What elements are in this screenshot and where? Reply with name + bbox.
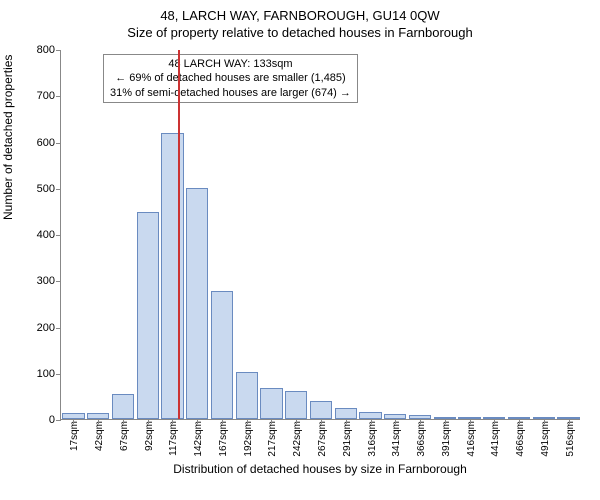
x-axis-label: Distribution of detached houses by size … (60, 462, 580, 476)
x-tick-mark (346, 419, 347, 424)
x-tick-label: 291sqm (342, 419, 353, 457)
histogram-bar (211, 291, 233, 419)
x-tick-label: 341sqm (391, 419, 402, 457)
page-title: 48, LARCH WAY, FARNBOROUGH, GU14 0QW (0, 0, 600, 23)
histogram-bar (137, 212, 159, 419)
x-tick-mark (470, 419, 471, 424)
x-tick-mark (247, 419, 248, 424)
y-axis-label: Number of detached properties (1, 55, 15, 220)
x-tick-label: 42sqm (94, 419, 105, 451)
annotation-line-1: 48 LARCH WAY: 133sqm (110, 57, 351, 71)
y-tick-mark (56, 281, 61, 282)
x-tick-label: 267sqm (317, 419, 328, 457)
x-tick-mark (321, 419, 322, 424)
y-tick-mark (56, 50, 61, 51)
y-tick-mark (56, 96, 61, 97)
annotation-line-3: 31% of semi-detached houses are larger (… (110, 86, 351, 100)
x-tick-mark (569, 419, 570, 424)
chart-subtitle: Size of property relative to detached ho… (0, 23, 600, 44)
x-tick-label: 217sqm (267, 419, 278, 457)
histogram-bar (335, 408, 357, 419)
histogram-bar (186, 188, 208, 419)
x-tick-mark (197, 419, 198, 424)
histogram-bar (359, 412, 381, 419)
x-tick-label: 416sqm (466, 419, 477, 457)
x-tick-label: 242sqm (292, 419, 303, 457)
x-tick-label: 316sqm (367, 419, 378, 457)
histogram-bar (112, 394, 134, 419)
x-tick-mark (445, 419, 446, 424)
x-tick-label: 466sqm (515, 419, 526, 457)
x-tick-mark (519, 419, 520, 424)
x-tick-label: 192sqm (243, 419, 254, 457)
x-tick-label: 366sqm (416, 419, 427, 457)
y-tick-mark (56, 420, 61, 421)
histogram-chart: 48 LARCH WAY: 133sqm ← 69% of detached h… (60, 50, 580, 420)
x-tick-label: 142sqm (193, 419, 204, 457)
y-tick-mark (56, 189, 61, 190)
x-tick-label: 491sqm (540, 419, 551, 457)
x-tick-mark (222, 419, 223, 424)
histogram-bar (161, 133, 183, 419)
x-tick-label: 117sqm (168, 419, 179, 456)
x-tick-mark (544, 419, 545, 424)
x-tick-mark (73, 419, 74, 424)
x-tick-label: 92sqm (144, 419, 155, 451)
x-tick-mark (420, 419, 421, 424)
annotation-line-2: ← 69% of detached houses are smaller (1,… (110, 71, 351, 85)
y-tick-mark (56, 328, 61, 329)
x-tick-label: 17sqm (69, 419, 80, 451)
x-tick-mark (148, 419, 149, 424)
x-tick-mark (123, 419, 124, 424)
x-tick-mark (172, 419, 173, 424)
x-tick-mark (371, 419, 372, 424)
annotation-box: 48 LARCH WAY: 133sqm ← 69% of detached h… (103, 54, 358, 103)
y-tick-mark (56, 235, 61, 236)
x-tick-mark (494, 419, 495, 424)
y-tick-mark (56, 374, 61, 375)
histogram-bar (236, 372, 258, 419)
histogram-bar (285, 391, 307, 419)
property-marker-line (178, 50, 180, 419)
x-tick-label: 167sqm (218, 419, 229, 457)
x-tick-label: 391sqm (441, 419, 452, 457)
x-tick-label: 67sqm (119, 419, 130, 451)
x-tick-mark (395, 419, 396, 424)
histogram-bar (310, 401, 332, 420)
x-tick-mark (98, 419, 99, 424)
x-tick-mark (271, 419, 272, 424)
x-tick-mark (296, 419, 297, 424)
y-tick-mark (56, 143, 61, 144)
x-tick-label: 516sqm (565, 419, 576, 457)
histogram-bar (260, 388, 282, 419)
x-tick-label: 441sqm (490, 419, 501, 457)
